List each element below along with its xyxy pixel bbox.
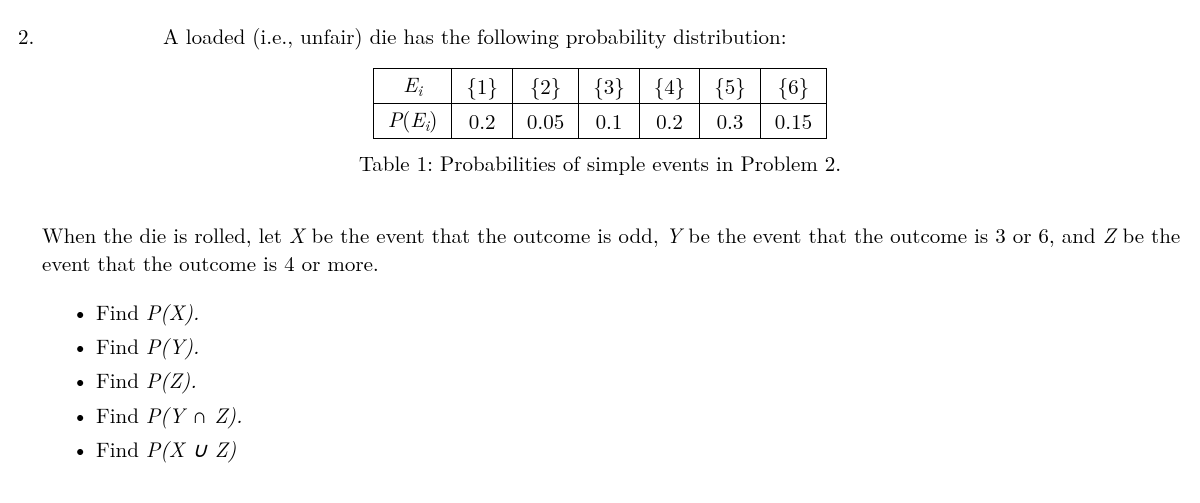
sym-Z: Z [1103,220,1116,250]
cell: {3} [579,69,640,104]
list-item: Find P(Y). [72,332,1190,360]
row2-header: P(Ei) [373,103,451,138]
event-definitions: When the die is rolled, let X be the eve… [42,221,1184,278]
list-item: Find P(Y ∩ Z). [72,401,1190,429]
cell: 0.15 [760,103,826,138]
sym-X: X [289,220,305,250]
para-mid2: be the event that the outcome is 3 or 6,… [681,220,1102,250]
cell: 0.05 [512,103,578,138]
task-pre: Find [96,400,146,430]
probability-table: Ei {1} {2} {3} {4} {5} {6} P(Ei) 0.2 0.0… [373,68,827,138]
row1-header: Ei [373,69,451,104]
task-pre: Find [96,331,146,361]
para-mid1: be the event that the outcome is odd, [305,220,666,250]
cell: {4} [639,69,700,104]
task-pre: Find [96,365,146,395]
cell: {2} [512,69,578,104]
task-expr: P(X ∪ Z) [146,434,236,464]
question-number: 2. [18,22,34,50]
cell: 0.2 [452,103,513,138]
cell: 0.1 [579,103,640,138]
table-row: P(Ei) 0.2 0.05 0.1 0.2 0.3 0.15 [373,103,826,138]
list-item: Find P(X ∪ Z) [72,435,1190,463]
probability-table-wrap: Ei {1} {2} {3} {4} {5} {6} P(Ei) 0.2 0.0… [10,68,1190,138]
cell: {5} [700,69,761,104]
list-item: Find P(Z). [72,366,1190,394]
cell: {6} [760,69,826,104]
table-caption: Table 1: Probabilities of simple events … [10,149,1190,177]
task-pre: Find [96,297,146,327]
para-pre: When the die is rolled, let [42,220,289,250]
lead-text: A loaded (i.e., unfair) die has the foll… [163,22,1190,50]
task-expr: P(X). [146,297,199,327]
cell: 0.3 [700,103,761,138]
table-row: Ei {1} {2} {3} {4} {5} {6} [373,69,826,104]
task-pre: Find [96,434,146,464]
list-item: Find P(X). [72,298,1190,326]
task-list: Find P(X). Find P(Y). Find P(Z). Find P(… [72,298,1190,464]
task-expr: P(Z). [146,365,197,395]
task-expr: P(Y). [146,331,199,361]
page: 2. A loaded (i.e., unfair) die has the f… [0,0,1200,503]
sym-Y: Y [666,220,682,250]
task-expr: P(Y ∩ Z). [146,400,243,430]
cell: {1} [452,69,513,104]
cell: 0.2 [639,103,700,138]
